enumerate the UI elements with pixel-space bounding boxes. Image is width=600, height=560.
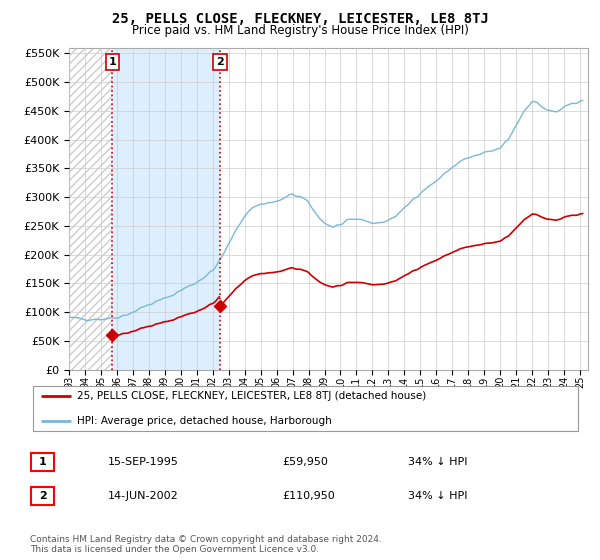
FancyBboxPatch shape — [31, 453, 54, 471]
Text: 1: 1 — [39, 457, 46, 467]
Text: 1: 1 — [109, 57, 116, 67]
Text: HPI: Average price, detached house, Harborough: HPI: Average price, detached house, Harb… — [77, 417, 332, 426]
FancyBboxPatch shape — [31, 487, 54, 505]
Text: Price paid vs. HM Land Registry's House Price Index (HPI): Price paid vs. HM Land Registry's House … — [131, 24, 469, 36]
Text: Contains HM Land Registry data © Crown copyright and database right 2024.
This d: Contains HM Land Registry data © Crown c… — [30, 535, 382, 554]
Text: 2: 2 — [216, 57, 224, 67]
Text: 34% ↓ HPI: 34% ↓ HPI — [408, 457, 467, 467]
Text: 34% ↓ HPI: 34% ↓ HPI — [408, 491, 467, 501]
Bar — [112, 48, 220, 370]
Text: 25, PELLS CLOSE, FLECKNEY, LEICESTER, LE8 8TJ: 25, PELLS CLOSE, FLECKNEY, LEICESTER, LE… — [112, 12, 488, 26]
FancyBboxPatch shape — [33, 386, 578, 431]
Text: 25, PELLS CLOSE, FLECKNEY, LEICESTER, LE8 8TJ (detached house): 25, PELLS CLOSE, FLECKNEY, LEICESTER, LE… — [77, 391, 426, 401]
Text: £59,950: £59,950 — [282, 457, 328, 467]
Text: 2: 2 — [39, 491, 46, 501]
Text: 14-JUN-2002: 14-JUN-2002 — [108, 491, 179, 501]
Text: £110,950: £110,950 — [282, 491, 335, 501]
Text: 15-SEP-1995: 15-SEP-1995 — [108, 457, 179, 467]
Bar — [69, 48, 112, 370]
